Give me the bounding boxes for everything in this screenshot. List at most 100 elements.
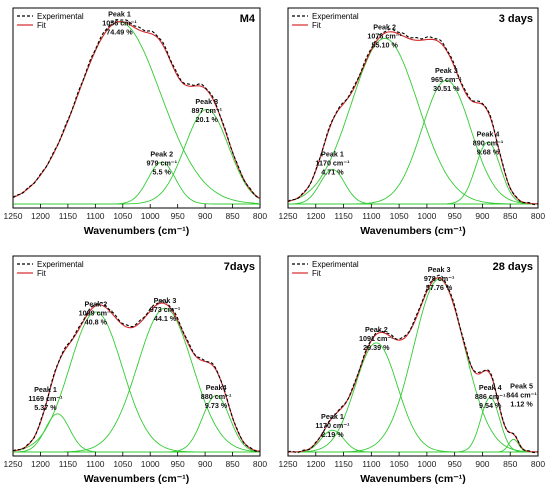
plot-frame (12, 255, 261, 457)
x-tick-label: 900 (475, 211, 489, 221)
experimental-curve (12, 19, 261, 199)
x-tick-label: 800 (253, 459, 267, 469)
x-axis-label: Wavenumbers (cm⁻¹) (360, 473, 466, 485)
peak-name-label: Peak 1 (321, 412, 344, 421)
x-tick-label: 1200 (31, 459, 50, 469)
peak-center-label: 1099 cm⁻¹ (79, 308, 114, 317)
x-tick-label: 950 (448, 459, 462, 469)
peak-center-label: 880 cm⁻¹ (201, 392, 232, 401)
chart-panel-2: 1250 1200 1150 1100 1050 1000 950 900 850 800 Wave… (279, 7, 545, 237)
peak-center-label: 1169 cm⁻¹ (28, 394, 63, 403)
peak-area-label: 5.37 % (34, 403, 57, 412)
peak-name-label: Peak 3 (435, 66, 458, 75)
x-tick-label: 850 (225, 459, 239, 469)
peak-name-label: Peak 5 (510, 381, 533, 390)
x-axis-label: Wavenumbers (cm⁻¹) (360, 225, 466, 237)
peak-area-label: 40.8 % (85, 317, 108, 326)
peak-center-label: 897 cm⁻¹ (191, 106, 222, 115)
x-tick-label: 1200 (306, 459, 325, 469)
x-tick-label: 1100 (86, 459, 105, 469)
peak-component-curve-2 (12, 311, 260, 453)
peak-center-label: 1076 cm⁻¹ (367, 31, 402, 40)
x-tick-label: 1000 (141, 211, 160, 221)
peak-component-curve-2 (287, 37, 538, 205)
peak-center-label: 890 cm⁻¹ (473, 139, 504, 148)
x-tick-label: 800 (253, 211, 267, 221)
x-tick-label: 1050 (113, 211, 132, 221)
peak-component-curve-1 (12, 21, 261, 204)
legend-experimental-label: Experimental (37, 260, 84, 269)
legend-fit-label: Fit (37, 21, 47, 30)
peak-center-label: 886 cm⁻¹ (475, 392, 506, 401)
peak-name-label: Peak 1 (108, 10, 131, 19)
x-tick-label: 1000 (141, 459, 160, 469)
peak-area-label: 29.39 % (363, 343, 390, 352)
peak-area-label: 57.76 % (426, 283, 453, 292)
legend-experimental-label: Experimental (312, 12, 359, 21)
peak-center-label: 1091 cm⁻¹ (359, 334, 394, 343)
peak-name-label: Peak 2 (365, 325, 388, 334)
x-tick-label: 1150 (334, 459, 353, 469)
chart-panel-3: 1250 1200 1150 1100 1050 1000 950 900 850 800 Wave… (4, 255, 267, 485)
peak-area-label: 44.1 % (154, 314, 177, 323)
x-tick-label: 900 (198, 459, 212, 469)
plot-frame (287, 255, 539, 457)
x-tick-label: 1150 (59, 211, 78, 221)
panel-title: 28 days (493, 261, 533, 273)
x-tick-label: 950 (171, 211, 185, 221)
peak-area-label: 30.51 % (433, 84, 460, 93)
x-tick-label: 1000 (417, 211, 436, 221)
peak-area-label: 2.19 % (321, 430, 344, 439)
x-tick-label: 850 (503, 459, 517, 469)
experimental-curve (287, 274, 539, 454)
peak-name-label: Peak 3 (195, 97, 218, 106)
x-tick-label: 850 (503, 211, 517, 221)
x-tick-label: 1100 (362, 211, 381, 221)
peak-area-label: 9.54 % (479, 401, 502, 410)
x-tick-label: 1050 (113, 459, 132, 469)
peak-name-label: Peak 2 (150, 150, 173, 159)
experimental-curve (12, 300, 261, 452)
peak-component-curve-1 (12, 413, 260, 453)
fit-curve (12, 21, 261, 199)
legend-fit-label: Fit (37, 269, 47, 278)
peak-center-label: 1056 cm⁻¹ (102, 19, 137, 28)
peak-name-label: Peak 2 (84, 299, 107, 308)
x-tick-label: 1250 (279, 211, 298, 221)
x-tick-label: 1000 (417, 459, 436, 469)
peak-component-curve-5 (288, 438, 538, 453)
x-tick-label: 1200 (31, 211, 50, 221)
peak-area-label: 9.73 % (205, 401, 228, 410)
peak-name-label: Peak 2 (373, 22, 396, 31)
x-tick-label: 1100 (362, 459, 381, 469)
legend-experimental-label: Experimental (37, 12, 84, 21)
peak-name-label: Peak 1 (34, 385, 57, 394)
experimental-curve (287, 28, 539, 206)
x-tick-label: 800 (531, 459, 545, 469)
panel-title: M4 (240, 13, 256, 25)
x-tick-label: 1150 (334, 211, 353, 221)
peak-area-label: 74.49 % (106, 28, 133, 37)
peak-component-curve-3 (13, 307, 261, 453)
fit-curve (12, 302, 261, 452)
x-tick-label: 1100 (86, 211, 105, 221)
panel-title: 3 days (499, 13, 533, 25)
fit-curve (287, 31, 539, 205)
x-tick-label: 900 (198, 211, 212, 221)
peak-area-label: 1.12 % (510, 399, 533, 408)
x-tick-label: 950 (171, 459, 185, 469)
chart-panel-1: 1250 1200 1150 1100 1050 1000 950 900 850 800 Wave… (4, 7, 267, 237)
peak-area-label: 5.5 % (153, 168, 172, 177)
plot-frame (287, 7, 539, 209)
x-tick-label: 900 (475, 459, 489, 469)
legend-fit-label: Fit (312, 21, 322, 30)
peak-area-label: 9.68 % (477, 148, 500, 157)
peak-component-curve-3 (13, 108, 261, 205)
legend-experimental-label: Experimental (312, 260, 359, 269)
x-tick-label: 1250 (4, 211, 23, 221)
peak-area-label: 20.1 % (196, 115, 219, 124)
x-tick-label: 850 (225, 211, 239, 221)
x-tick-label: 1150 (59, 459, 78, 469)
x-tick-label: 800 (531, 211, 545, 221)
